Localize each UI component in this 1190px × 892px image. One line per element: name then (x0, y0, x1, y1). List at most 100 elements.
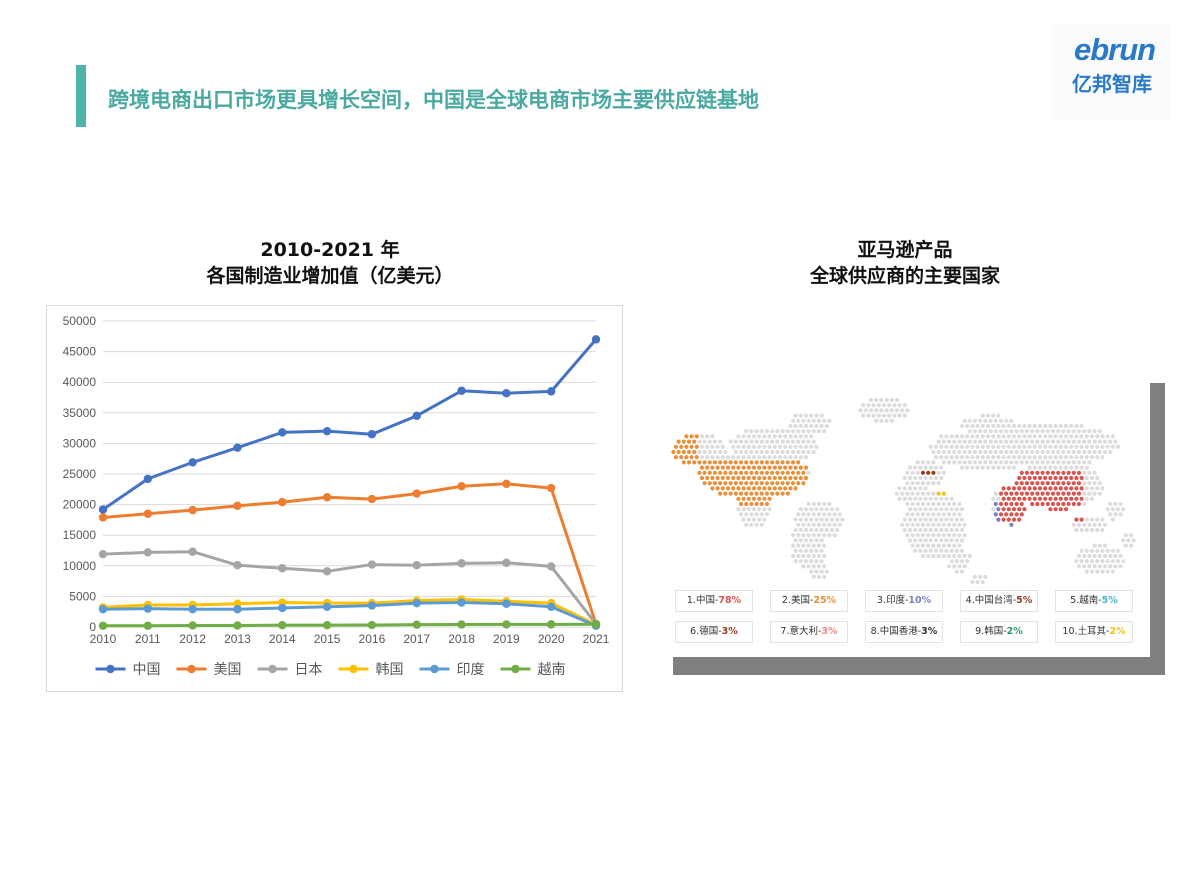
map-dot (793, 444, 798, 449)
map-dot (949, 559, 954, 564)
map-dot (790, 543, 796, 548)
map-dot (941, 460, 946, 465)
map-dot (949, 517, 954, 522)
map-dot (1004, 449, 1009, 455)
map-dot (699, 434, 705, 439)
map-dot (837, 512, 842, 517)
map-dot (1089, 486, 1095, 491)
map-dot (1071, 481, 1076, 486)
map-dot (941, 553, 946, 559)
map-dot (764, 449, 770, 455)
data-point (188, 547, 197, 556)
map-dot (1095, 559, 1100, 564)
map-dot (993, 501, 998, 507)
map-dot (822, 533, 827, 538)
map-dot (806, 429, 811, 434)
map-dot (1045, 501, 1050, 507)
map-dot (1014, 501, 1019, 507)
map-dot (1063, 444, 1069, 449)
map-dot (720, 455, 725, 460)
map-dot (949, 527, 954, 533)
map-dot (972, 439, 978, 444)
map-dot (965, 434, 970, 439)
map-dot (1105, 444, 1110, 449)
map-dot (1100, 444, 1105, 449)
map-dot (1084, 527, 1089, 533)
series-line (102, 482, 598, 625)
map-dot (975, 465, 980, 470)
map-dot (1017, 444, 1022, 449)
map-dot (933, 527, 939, 533)
map-dot (1110, 548, 1115, 553)
map-dot (829, 507, 835, 512)
map-dot (759, 429, 764, 434)
map-dot (1084, 455, 1089, 460)
map-dot (894, 408, 900, 413)
map-dot (954, 538, 959, 543)
map-dot (775, 439, 780, 444)
map-dot (1076, 449, 1082, 455)
map-dot (793, 455, 798, 460)
map-dot (801, 553, 806, 559)
map-dot (780, 429, 785, 434)
map-dot (1014, 512, 1019, 517)
legend-percent: 2% (1109, 626, 1126, 637)
map-dot (1079, 496, 1084, 501)
map-dot (775, 449, 780, 455)
map-dot (770, 429, 775, 434)
y-tick-label: 15000 (63, 528, 97, 542)
map-dot (905, 481, 910, 486)
map-dot (959, 423, 965, 429)
map-dot (754, 481, 759, 486)
map-dot (902, 486, 907, 491)
map-dot (1058, 444, 1063, 449)
map-dot (816, 522, 822, 527)
map-dot (710, 475, 715, 481)
map-dot (884, 418, 889, 423)
map-dot (1022, 444, 1027, 449)
data-point (233, 560, 242, 570)
map-dot (892, 403, 897, 408)
map-dot (957, 460, 962, 465)
map-dot (926, 470, 931, 475)
map-dot (801, 470, 806, 475)
map-dot (1035, 491, 1040, 496)
map-dot (946, 512, 952, 517)
map-dot (1037, 455, 1043, 460)
map-dot (790, 470, 796, 475)
map-dot (944, 507, 949, 512)
map-dot (1035, 501, 1040, 507)
map-dot (741, 434, 746, 439)
map-dot (738, 501, 744, 507)
map-dot (944, 434, 949, 439)
map-dot (835, 507, 840, 512)
map-dot (920, 553, 926, 559)
map-dot (1092, 553, 1097, 559)
map-dot (1074, 434, 1079, 439)
map-dot (952, 564, 957, 569)
data-point (233, 605, 242, 614)
legend-marker (430, 664, 439, 674)
map-dot (707, 460, 712, 465)
map-dot (824, 423, 829, 429)
map-dot (959, 548, 965, 553)
map-dot (1035, 439, 1040, 444)
map-dot (676, 439, 681, 444)
map-dot (1092, 564, 1097, 569)
map-dot (728, 491, 733, 496)
map-dot (814, 413, 819, 418)
map-dot (1071, 491, 1076, 496)
map-dot (998, 491, 1004, 496)
map-dot (819, 413, 824, 418)
map-dot (918, 507, 923, 512)
map-dot (725, 465, 731, 470)
map-dot (957, 512, 962, 517)
map-dot (866, 413, 871, 418)
map-dot (949, 507, 954, 512)
map-dot (1128, 543, 1134, 548)
map-dot (863, 408, 868, 413)
map-dot (733, 449, 738, 455)
map-dot (728, 470, 733, 475)
map-dot (941, 533, 946, 538)
map-dot (775, 460, 780, 465)
